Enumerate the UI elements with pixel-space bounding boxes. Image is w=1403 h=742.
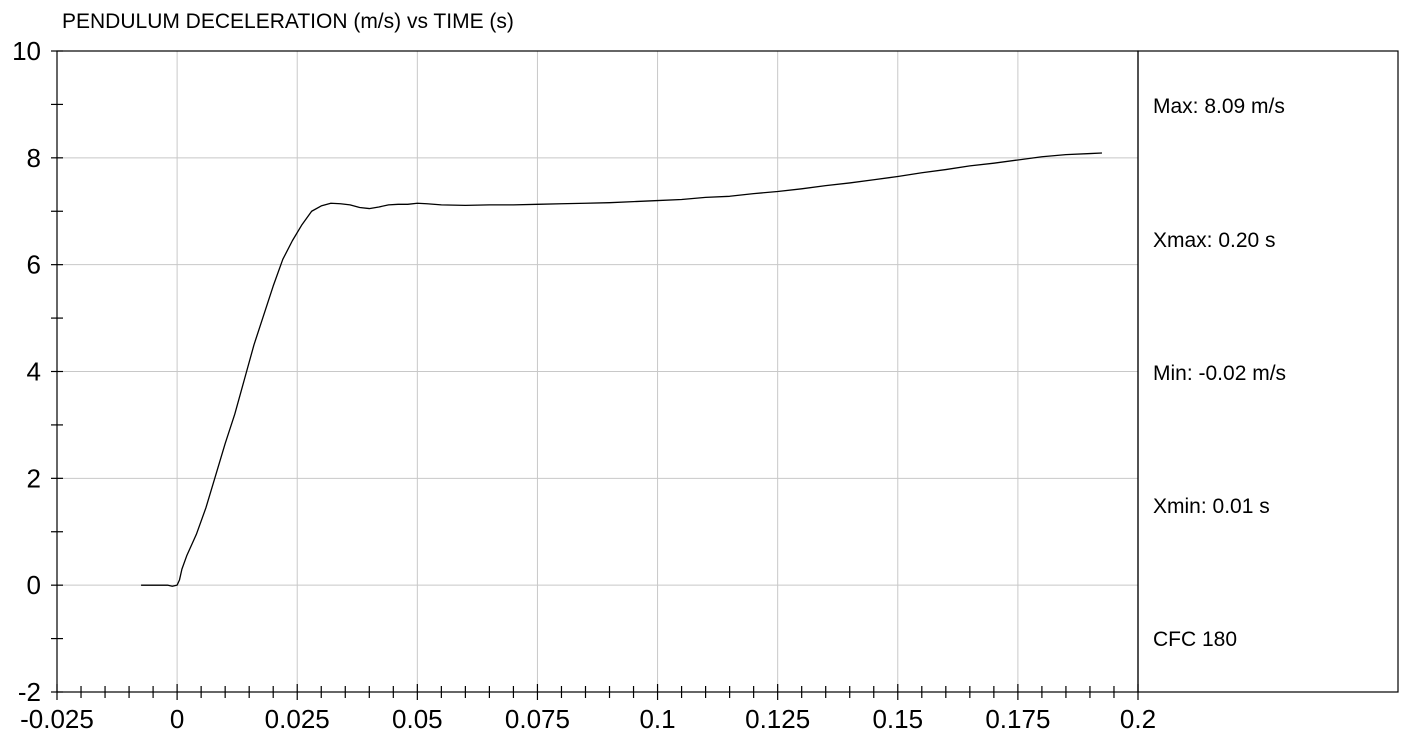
stats-annotation: Max: 8.09 m/s (1153, 95, 1285, 118)
y-tick-label: -2 (18, 677, 41, 707)
x-tick-label: 0.175 (985, 704, 1050, 734)
chart-title: PENDULUM DECELERATION (m/s) vs TIME (s) (62, 10, 514, 33)
stats-annotation: Xmin: 0.01 s (1153, 495, 1270, 518)
grid (57, 51, 1138, 692)
series-line (141, 152, 1102, 587)
x-tick-label: 0.1 (639, 704, 675, 734)
y-tick-label: 4 (27, 357, 41, 387)
y-tick-label: 8 (27, 143, 41, 173)
x-tick-label: 0.075 (505, 704, 570, 734)
x-tick-label: 0.15 (872, 704, 923, 734)
x-tick-label: 0 (170, 704, 184, 734)
y-axis-tick-labels: -2 0 2 4 6 8 10 (12, 36, 41, 707)
x-tick-label: 0.125 (745, 704, 810, 734)
x-tick-label: 0.05 (392, 704, 443, 734)
stats-annotation: Xmax: 0.20 s (1153, 229, 1276, 252)
y-tick-label: 10 (12, 36, 41, 66)
x-tick-label: 0.2 (1120, 704, 1156, 734)
x-axis-tick-labels: -0.025 0 0.025 0.05 0.075 0.1 0.125 0.15 0.175 0.… (20, 704, 1156, 734)
y-tick-label: 0 (27, 570, 41, 600)
minor-ticks (51, 50, 1139, 700)
stats-panel: Max: 8.09 m/s Xmax: 0.20 s Min: -0.02 m/s X… (1153, 95, 1286, 651)
y-tick-label: 2 (27, 463, 41, 493)
stats-annotation: Min: -0.02 m/s (1153, 362, 1286, 385)
x-tick-label: 0.025 (265, 704, 330, 734)
stats-annotation: CFC 180 (1153, 628, 1237, 651)
stats-panel-border (1137, 50, 1399, 693)
y-tick-label: 6 (27, 250, 41, 280)
series-layer (141, 152, 1102, 587)
x-tick-label: -0.025 (20, 704, 94, 734)
